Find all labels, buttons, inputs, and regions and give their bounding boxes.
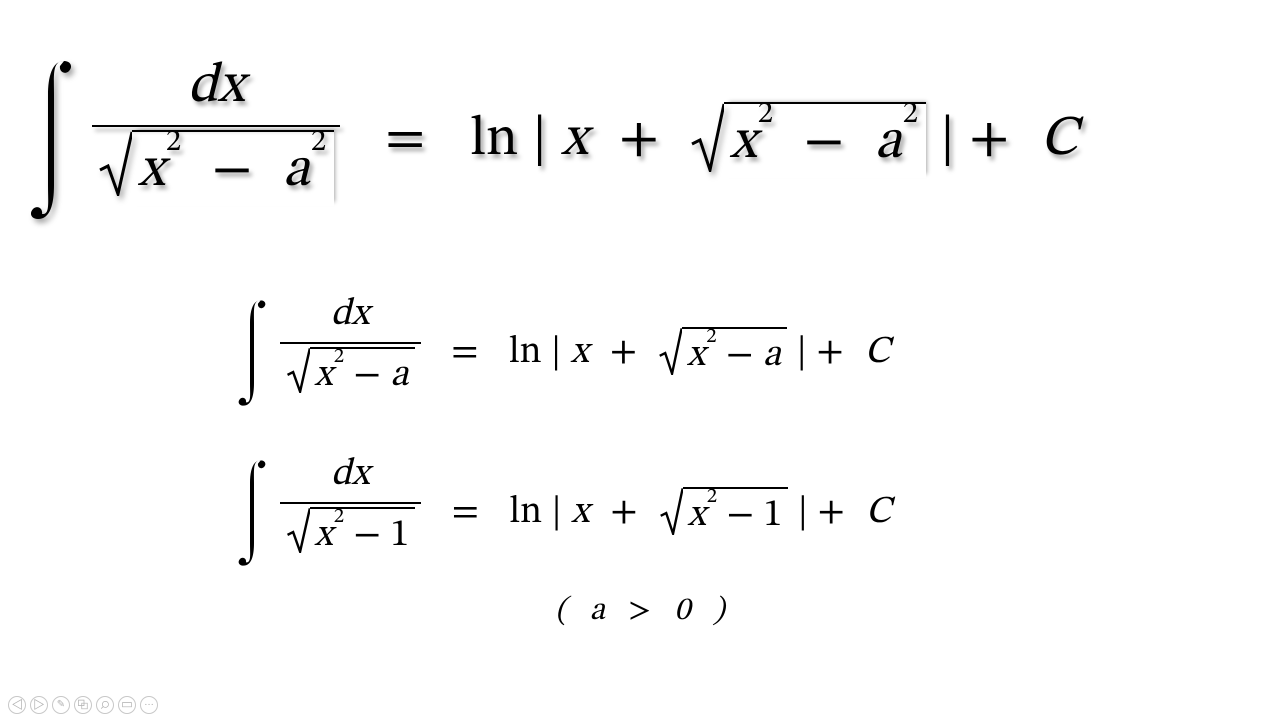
- copy-button[interactable]: ⧉: [74, 696, 92, 714]
- pen-button[interactable]: ✎: [52, 696, 70, 714]
- prev-icon: ◁: [12, 700, 23, 710]
- copy-icon: ⧉: [78, 700, 89, 710]
- integral-sign-icon: [234, 294, 270, 412]
- equation-1: dx x2 − a2 = ln | x + x2 −: [24, 52, 1256, 227]
- more-button[interactable]: ⋯: [140, 696, 158, 714]
- zoom-icon: ⌕: [101, 700, 110, 710]
- screen-icon: ▭: [122, 700, 132, 710]
- next-icon: ▷: [34, 700, 45, 710]
- eq2-integrand-fraction: dx x2 − a: [280, 291, 421, 415]
- zoom-button[interactable]: ⌕: [96, 696, 114, 714]
- eq1-denominator: x2 − a2: [92, 130, 340, 227]
- screen-button[interactable]: ▭: [118, 696, 136, 714]
- abs-close: |: [940, 105, 955, 175]
- eq3-integrand-fraction: dx x2 − 1: [280, 451, 422, 575]
- prev-button[interactable]: ◁: [8, 696, 26, 714]
- ln: ln: [470, 105, 518, 175]
- const-C: C: [1040, 105, 1078, 175]
- condition: ( a > 0 ): [24, 591, 1256, 631]
- eq1-numerator: dx: [182, 52, 251, 122]
- eq1-rhs-sqrt: x2 − a2: [690, 102, 926, 178]
- var-a: a: [283, 136, 310, 206]
- equation-2: dx x2 − a = ln | x + x2 −: [234, 291, 1256, 415]
- equation-3: dx x2 − 1 = ln | x + x2 −: [234, 451, 1256, 575]
- eq1-integrand-fraction: dx x2 − a2: [92, 52, 340, 227]
- abs-open: |: [532, 105, 547, 175]
- integral-sign-icon: [234, 454, 270, 572]
- presentation-toolbar: ◁ ▷ ✎ ⧉ ⌕ ▭ ⋯: [8, 696, 158, 714]
- pen-icon: ✎: [57, 700, 65, 710]
- more-icon: ⋯: [144, 700, 154, 710]
- next-button[interactable]: ▷: [30, 696, 48, 714]
- equals-sign: =: [385, 105, 425, 175]
- var-x: x: [138, 136, 165, 206]
- eq1-denominator-sqrt: x2 − a2: [98, 130, 334, 206]
- integral-sign-icon: [24, 55, 78, 225]
